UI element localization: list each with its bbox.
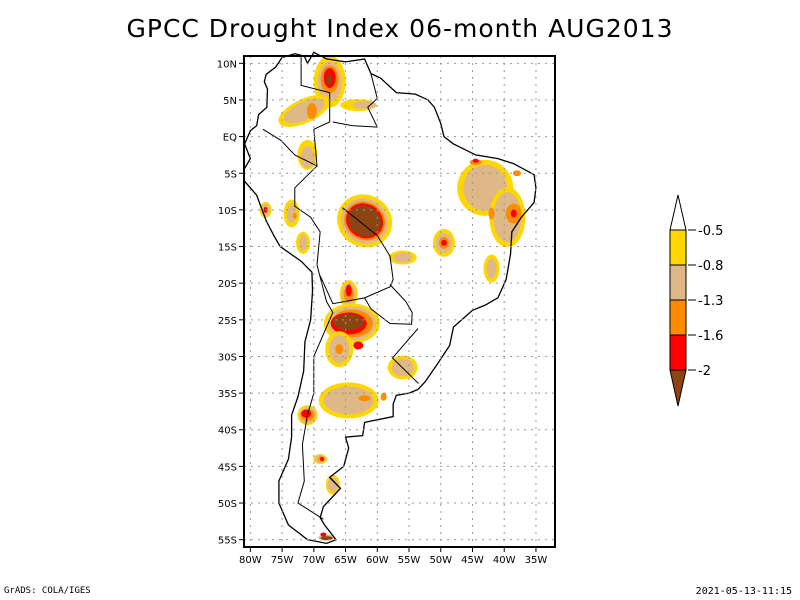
- colorbar: -0.5 -0.8 -1.3 -1.6 -2: [669, 194, 723, 407]
- colorbar-segment: [669, 299, 687, 336]
- drought-area: [440, 239, 447, 246]
- y-tick-label: EQ: [223, 133, 237, 144]
- drought-area: [301, 409, 312, 418]
- drought-area: [486, 258, 497, 279]
- plot-frame: [243, 55, 556, 548]
- y-tick-label: 25S: [218, 316, 237, 327]
- drought-area: [299, 234, 308, 251]
- x-tick-label: 40W: [493, 555, 516, 566]
- drought-area: [335, 344, 344, 355]
- drought-area: [352, 101, 377, 110]
- drought-area: [510, 209, 517, 218]
- drought-area: [380, 392, 387, 401]
- country-border: [332, 73, 379, 128]
- colorbar-segment-top: [669, 194, 687, 231]
- drought-area: [353, 341, 364, 350]
- colorbar-label: -0.8: [698, 259, 723, 274]
- y-tick-label: 55S: [218, 536, 237, 547]
- drought-area: [320, 457, 325, 462]
- drought-area: [488, 207, 495, 220]
- colorbar-segment: [669, 334, 687, 371]
- map-title: GPCC Drought Index 06-month AUG2013: [126, 14, 674, 43]
- colorbar-segment-bottom: [669, 369, 687, 407]
- colorbar-label: -1.6: [698, 329, 723, 344]
- country-border: [391, 328, 419, 384]
- x-tick-label: 50W: [429, 555, 452, 566]
- drought-field-layer: [259, 55, 526, 541]
- y-tick-label: 15S: [218, 243, 237, 254]
- coastline: [243, 51, 537, 545]
- y-tick-label: 45S: [218, 462, 237, 473]
- x-tick-label: 70W: [303, 555, 326, 566]
- drought-area: [326, 74, 333, 85]
- drought-area: [292, 212, 297, 219]
- y-tick-label: 10S: [218, 206, 237, 217]
- drought-area: [348, 205, 382, 237]
- x-tick-label: 65W: [334, 555, 357, 566]
- timestamp: 2021-05-13-11:15: [695, 586, 792, 597]
- y-tick-label: 20S: [218, 279, 237, 290]
- y-axis: 10N 5N EQ 5S 10S 15S 20S 25S 30S 35S 40S 45S 50S 55S: [217, 59, 244, 547]
- drought-area: [306, 102, 317, 119]
- country-border: [262, 56, 331, 167]
- x-tick-label: 60W: [366, 555, 389, 566]
- drought-area: [333, 314, 364, 331]
- x-axis: 80W 75W 70W 65W 60W 55W 50W 45W 40W 35W: [239, 547, 547, 566]
- y-tick-label: 35S: [218, 389, 237, 400]
- x-tick-label: 80W: [239, 555, 262, 566]
- drought-area: [300, 146, 315, 169]
- colorbar-label: -2: [698, 364, 711, 379]
- drought-area: [512, 170, 521, 177]
- colorbar-label: -1.3: [698, 294, 723, 309]
- drought-area: [393, 252, 412, 263]
- drought-area: [358, 395, 371, 402]
- x-tick-label: 55W: [398, 555, 421, 566]
- grads-credit: GrADS: COLA/IGES: [4, 586, 91, 596]
- drought-area: [345, 284, 352, 297]
- colorbar-segment: [669, 229, 687, 266]
- country-border: [294, 165, 321, 265]
- x-tick-label: 75W: [271, 555, 294, 566]
- y-tick-label: 5S: [224, 169, 237, 180]
- colorbar-label: -0.5: [698, 224, 723, 239]
- y-tick-label: 5N: [223, 96, 237, 107]
- drought-area: [327, 477, 338, 492]
- x-tick-label: 35W: [525, 555, 548, 566]
- gridlines: [244, 56, 555, 547]
- y-tick-label: 30S: [218, 352, 237, 363]
- y-tick-label: 40S: [218, 426, 237, 437]
- y-tick-label: 10N: [217, 59, 237, 70]
- y-tick-label: 50S: [218, 499, 237, 510]
- colorbar-segment: [669, 264, 687, 301]
- drought-area: [320, 532, 327, 537]
- drought-area: [472, 158, 479, 163]
- country-border: [364, 284, 413, 325]
- x-tick-label: 45W: [461, 555, 484, 566]
